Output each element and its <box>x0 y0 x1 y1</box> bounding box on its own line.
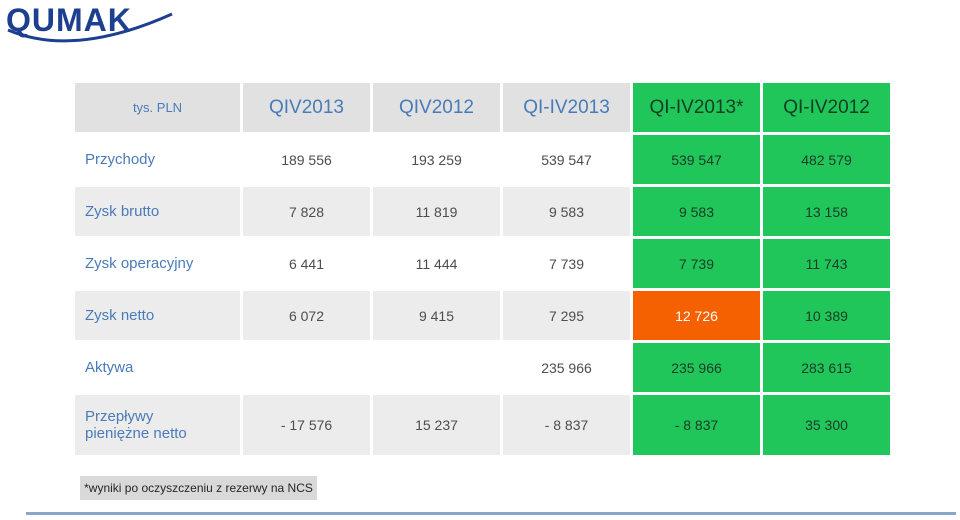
table-row: Przepływy pieniężne netto - 17 576 15 237… <box>75 395 890 455</box>
header-qiv2013: QIV2013 <box>243 83 370 132</box>
table-cell: 7 828 <box>243 187 370 236</box>
unit-label: tys. PLN <box>75 83 240 132</box>
row-label: Zysk netto <box>75 291 240 340</box>
table-cell: 235 966 <box>503 343 630 392</box>
table-cell: 15 237 <box>373 395 500 455</box>
row-label: Zysk brutto <box>75 187 240 236</box>
table-cell: 9 583 <box>633 187 760 236</box>
table-cell: - 8 837 <box>633 395 760 455</box>
table-cell: 9 415 <box>373 291 500 340</box>
company-logo: QUMAK <box>4 0 174 52</box>
table-cell: 11 444 <box>373 239 500 288</box>
row-label: Zysk operacyjny <box>75 239 240 288</box>
row-label-line1: Przepływy <box>85 408 154 425</box>
table-row: Aktywa 235 966 235 966 283 615 <box>75 343 890 392</box>
row-label: Aktywa <box>75 343 240 392</box>
table-row: Zysk netto 6 072 9 415 7 295 12 726 10 3… <box>75 291 890 340</box>
table-cell: 11 743 <box>763 239 890 288</box>
header-qi-iv2013-adjusted: QI-IV2013* <box>633 83 760 132</box>
table-cell: 193 259 <box>373 135 500 184</box>
financial-results-table: tys. PLN QIV2013 QIV2012 QI-IV2013 QI-IV… <box>72 80 893 458</box>
footnote: *wyniki po oczyszczeniu z rezerwy na NCS <box>80 476 317 500</box>
table-cell: 539 547 <box>633 135 760 184</box>
table-row: Przychody 189 556 193 259 539 547 539 54… <box>75 135 890 184</box>
table-cell: 11 819 <box>373 187 500 236</box>
table-cell: 7 739 <box>633 239 760 288</box>
row-label-line2: pieniężne netto <box>85 425 187 442</box>
table-cell-highlight: 12 726 <box>633 291 760 340</box>
divider-line <box>26 512 956 515</box>
table-cell: 283 615 <box>763 343 890 392</box>
table-cell: 235 966 <box>633 343 760 392</box>
header-qi-iv2012: QI-IV2012 <box>763 83 890 132</box>
table-cell: 6 072 <box>243 291 370 340</box>
table-cell: 9 583 <box>503 187 630 236</box>
row-label: Przychody <box>75 135 240 184</box>
table-row: Zysk brutto 7 828 11 819 9 583 9 583 13 … <box>75 187 890 236</box>
table-cell: 10 389 <box>763 291 890 340</box>
table-cell <box>373 343 500 392</box>
table-row: Zysk operacyjny 6 441 11 444 7 739 7 739… <box>75 239 890 288</box>
header-qiv2012: QIV2012 <box>373 83 500 132</box>
table-cell: 7 295 <box>503 291 630 340</box>
table-cell: 35 300 <box>763 395 890 455</box>
header-qi-iv2013: QI-IV2013 <box>503 83 630 132</box>
table-cell: 189 556 <box>243 135 370 184</box>
table-cell: - 8 837 <box>503 395 630 455</box>
row-label: Przepływy pieniężne netto <box>75 395 240 455</box>
table-cell: 13 158 <box>763 187 890 236</box>
table-cell <box>243 343 370 392</box>
logo-swoosh <box>7 12 173 43</box>
table-header-row: tys. PLN QIV2013 QIV2012 QI-IV2013 QI-IV… <box>75 83 890 132</box>
table-cell: 7 739 <box>503 239 630 288</box>
table-cell: 6 441 <box>243 239 370 288</box>
logo-text: QUMAK <box>6 2 132 38</box>
table-cell: - 17 576 <box>243 395 370 455</box>
table-cell: 539 547 <box>503 135 630 184</box>
table-cell: 482 579 <box>763 135 890 184</box>
